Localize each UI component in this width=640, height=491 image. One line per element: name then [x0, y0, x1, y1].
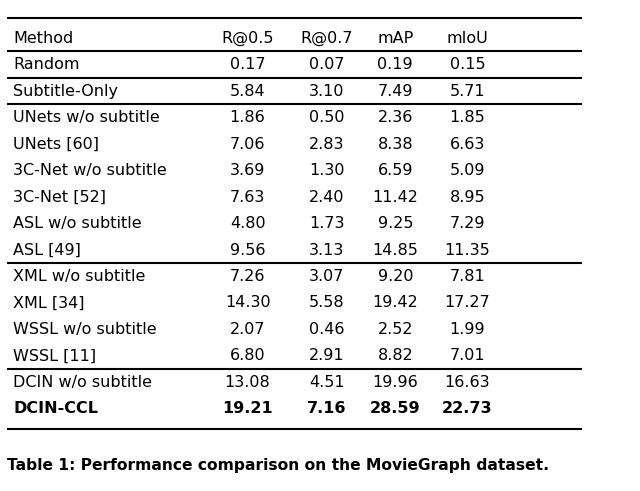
Text: 5.71: 5.71 — [449, 83, 485, 99]
Text: mAP: mAP — [377, 30, 413, 46]
Text: 28.59: 28.59 — [370, 402, 420, 416]
Text: 2.52: 2.52 — [378, 322, 413, 337]
Text: 7.49: 7.49 — [378, 83, 413, 99]
Text: 2.83: 2.83 — [309, 136, 344, 152]
Text: 7.26: 7.26 — [230, 269, 266, 284]
Text: 2.36: 2.36 — [378, 110, 413, 125]
Text: DCIN-CCL: DCIN-CCL — [13, 402, 98, 416]
Text: XML [34]: XML [34] — [13, 296, 84, 310]
Text: 17.27: 17.27 — [445, 296, 490, 310]
Text: 6.63: 6.63 — [450, 136, 485, 152]
Text: 9.25: 9.25 — [378, 216, 413, 231]
Text: 7.29: 7.29 — [450, 216, 485, 231]
Text: 3.13: 3.13 — [309, 243, 344, 257]
Text: 7.81: 7.81 — [449, 269, 485, 284]
Text: R@0.5: R@0.5 — [221, 30, 274, 46]
Text: XML w/o subtitle: XML w/o subtitle — [13, 269, 145, 284]
Text: mIoU: mIoU — [447, 30, 488, 46]
Text: 0.07: 0.07 — [309, 57, 344, 72]
Text: ASL w/o subtitle: ASL w/o subtitle — [13, 216, 141, 231]
Text: 8.38: 8.38 — [378, 136, 413, 152]
Text: 19.21: 19.21 — [222, 402, 273, 416]
Text: 13.08: 13.08 — [225, 375, 271, 390]
Text: 9.20: 9.20 — [378, 269, 413, 284]
Text: UNets [60]: UNets [60] — [13, 136, 99, 152]
Text: 0.46: 0.46 — [309, 322, 344, 337]
Text: 8.95: 8.95 — [449, 190, 485, 205]
Text: 9.56: 9.56 — [230, 243, 266, 257]
Text: DCIN w/o subtitle: DCIN w/o subtitle — [13, 375, 152, 390]
Text: 8.82: 8.82 — [378, 349, 413, 363]
Text: 22.73: 22.73 — [442, 402, 493, 416]
Text: 3.07: 3.07 — [309, 269, 344, 284]
Text: 2.07: 2.07 — [230, 322, 266, 337]
Text: 0.19: 0.19 — [378, 57, 413, 72]
Text: 1.30: 1.30 — [309, 163, 344, 178]
Text: 1.86: 1.86 — [230, 110, 266, 125]
Text: 0.17: 0.17 — [230, 57, 266, 72]
Text: Method: Method — [13, 30, 74, 46]
Text: 1.85: 1.85 — [449, 110, 485, 125]
Text: Subtitle-Only: Subtitle-Only — [13, 83, 118, 99]
Text: UNets w/o subtitle: UNets w/o subtitle — [13, 110, 160, 125]
Text: 11.42: 11.42 — [372, 190, 418, 205]
Text: 16.63: 16.63 — [445, 375, 490, 390]
Text: WSSL [11]: WSSL [11] — [13, 349, 96, 363]
Text: ASL [49]: ASL [49] — [13, 243, 81, 257]
Text: 6.59: 6.59 — [378, 163, 413, 178]
Text: 3.10: 3.10 — [309, 83, 344, 99]
Text: 4.51: 4.51 — [309, 375, 344, 390]
Text: 1.99: 1.99 — [449, 322, 485, 337]
Text: 19.42: 19.42 — [372, 296, 418, 310]
Text: 4.80: 4.80 — [230, 216, 266, 231]
Text: 5.84: 5.84 — [230, 83, 266, 99]
Text: 2.91: 2.91 — [309, 349, 344, 363]
Text: R@0.7: R@0.7 — [300, 30, 353, 46]
Text: 5.09: 5.09 — [450, 163, 485, 178]
Text: 3C-Net w/o subtitle: 3C-Net w/o subtitle — [13, 163, 167, 178]
Text: 3C-Net [52]: 3C-Net [52] — [13, 190, 106, 205]
Text: 7.01: 7.01 — [449, 349, 485, 363]
Text: WSSL w/o subtitle: WSSL w/o subtitle — [13, 322, 157, 337]
Text: Random: Random — [13, 57, 79, 72]
Text: 0.50: 0.50 — [309, 110, 344, 125]
Text: 7.16: 7.16 — [307, 402, 346, 416]
Text: 6.80: 6.80 — [230, 349, 266, 363]
Text: Table 1: Performance comparison on the MovieGraph dataset.: Table 1: Performance comparison on the M… — [7, 458, 549, 473]
Text: 14.30: 14.30 — [225, 296, 270, 310]
Text: 3.69: 3.69 — [230, 163, 265, 178]
Text: 14.85: 14.85 — [372, 243, 418, 257]
Text: 5.58: 5.58 — [309, 296, 344, 310]
Text: 2.40: 2.40 — [309, 190, 344, 205]
Text: 7.63: 7.63 — [230, 190, 265, 205]
Text: 0.15: 0.15 — [449, 57, 485, 72]
Text: 11.35: 11.35 — [445, 243, 490, 257]
Text: 1.73: 1.73 — [309, 216, 344, 231]
Text: 19.96: 19.96 — [372, 375, 418, 390]
Text: 7.06: 7.06 — [230, 136, 266, 152]
